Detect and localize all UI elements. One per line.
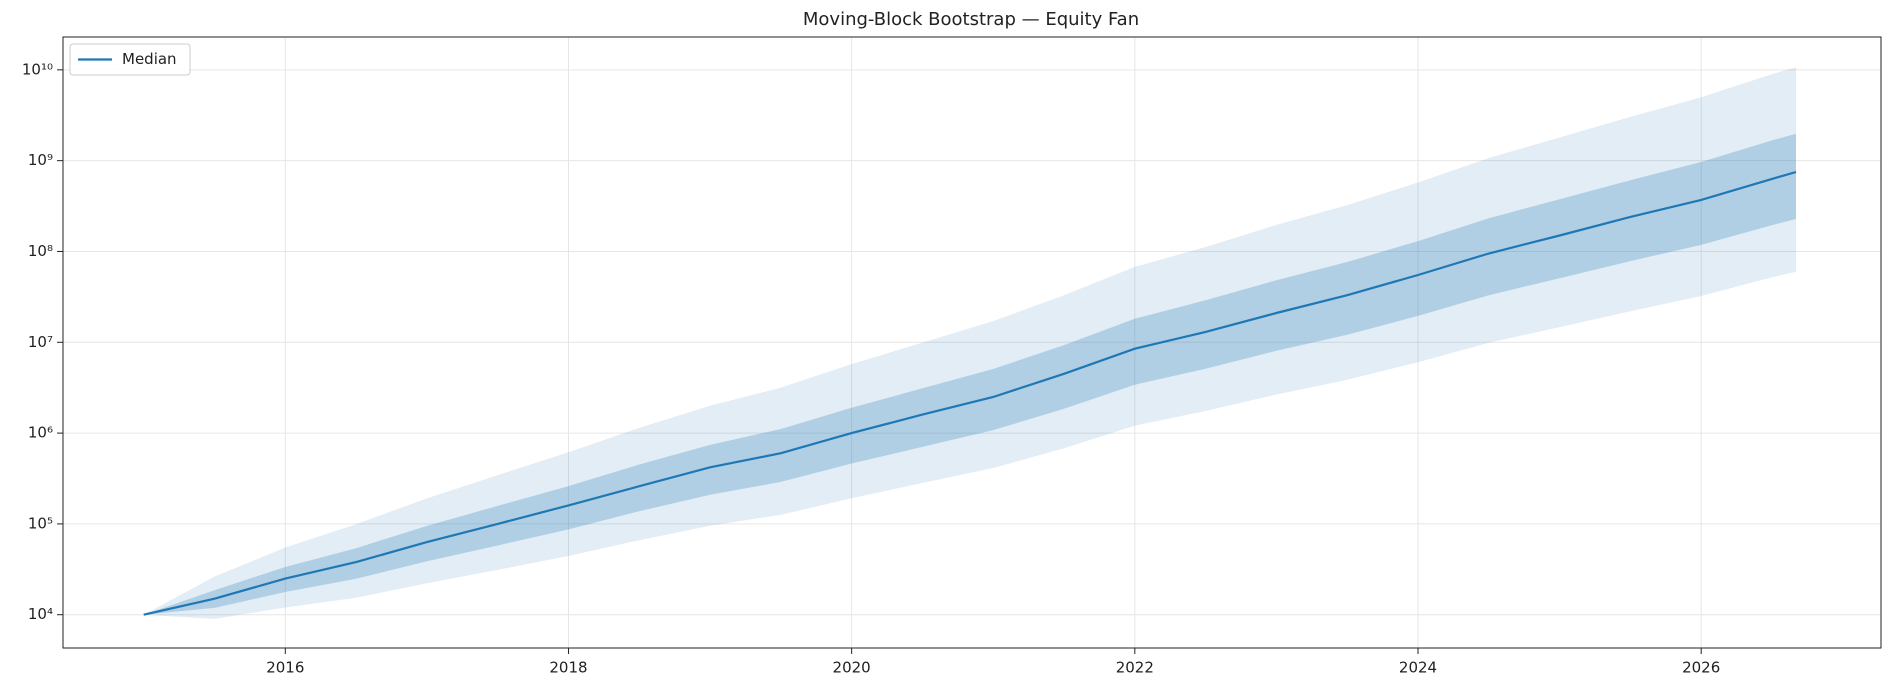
x-tick-label: 2018 [549,659,587,677]
x-tick-label: 2022 [1116,659,1154,677]
legend-label: Median [122,50,177,68]
y-tick-label: 10¹⁰ [22,60,53,78]
x-tick-label: 2024 [1399,659,1437,677]
y-tick-label: 10⁶ [28,424,53,442]
band [143,133,1797,615]
y-tick-label: 10⁵ [28,514,53,532]
x-tick-label: 2026 [1682,659,1720,677]
y-tick-label: 10⁸ [28,242,53,260]
median-line [143,170,1797,616]
y-tick-label: 10⁴ [28,605,53,623]
band [143,67,1797,619]
y-tick-label: 10⁷ [28,333,53,351]
legend-box [69,43,191,76]
x-tick-label: 2020 [833,659,871,677]
y-tick-label: 10⁹ [28,151,53,169]
chart-title: Moving-Block Bootstrap — Equity Fan [803,9,1139,30]
plot-frame [62,36,1882,649]
x-tick-label: 2016 [266,659,304,677]
